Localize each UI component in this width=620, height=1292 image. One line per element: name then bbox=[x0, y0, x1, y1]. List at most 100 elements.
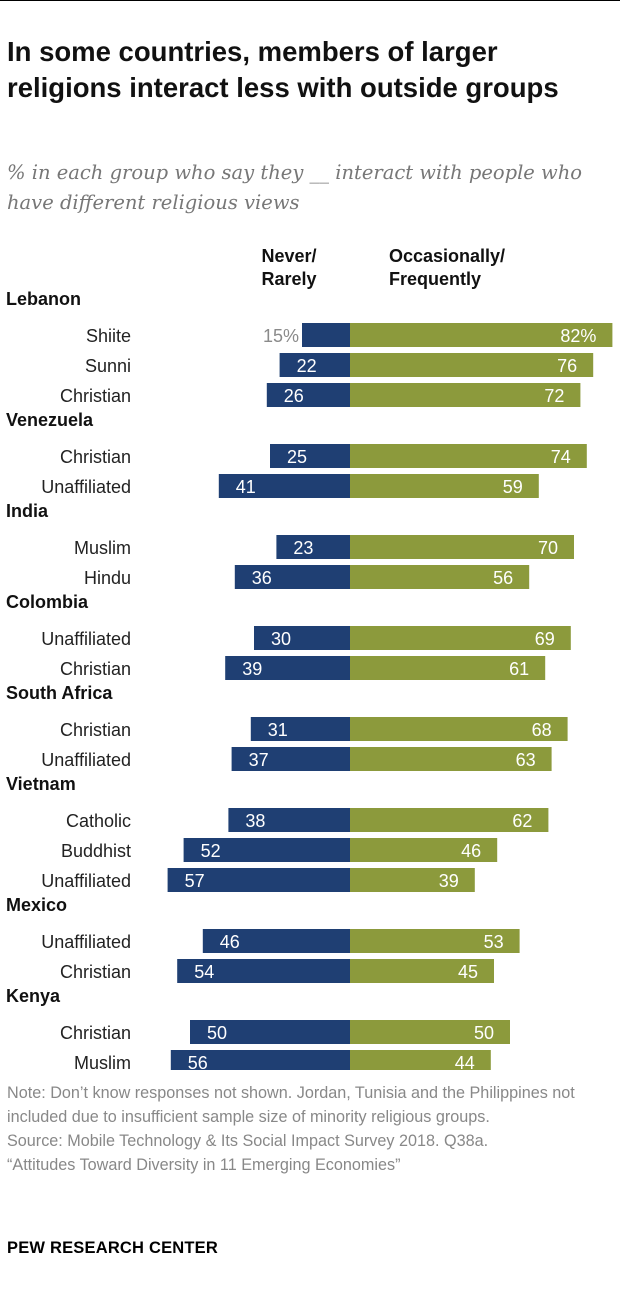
legend-occasionally-label: Occasionally/ bbox=[389, 246, 505, 266]
bar-occasionally bbox=[350, 929, 520, 953]
bar-never bbox=[302, 323, 350, 347]
legend-never-label: Rarely bbox=[261, 269, 316, 289]
bar-occasionally bbox=[350, 808, 549, 832]
report-title: “Attitudes Toward Diversity in 11 Emergi… bbox=[7, 1156, 401, 1174]
row-label: Muslim bbox=[74, 538, 131, 558]
bar-never bbox=[177, 959, 350, 983]
row-label: Buddhist bbox=[61, 841, 131, 861]
row-label: Catholic bbox=[66, 811, 131, 831]
bar-never bbox=[254, 626, 350, 650]
bar-occasionally bbox=[350, 1020, 510, 1044]
bar-never bbox=[167, 868, 350, 892]
source-text: Source: Mobile Technology & Its Social I… bbox=[7, 1132, 489, 1150]
bar-never bbox=[270, 444, 350, 468]
value-label-occasionally: 53 bbox=[484, 932, 504, 952]
bar-occasionally bbox=[350, 323, 613, 347]
row-label: Unaffiliated bbox=[41, 477, 131, 497]
value-label-never: 22 bbox=[297, 356, 317, 376]
country-label: Colombia bbox=[6, 592, 89, 612]
value-label-never: 23 bbox=[293, 538, 313, 558]
value-label-never: 37 bbox=[249, 750, 269, 770]
value-label-occasionally: 61 bbox=[509, 659, 529, 679]
country-label: Venezuela bbox=[6, 410, 94, 430]
row-label: Christian bbox=[60, 447, 131, 467]
value-label-occasionally: 68 bbox=[532, 720, 552, 740]
bar-never bbox=[228, 808, 350, 832]
country-label: South Africa bbox=[6, 683, 113, 703]
bar-never bbox=[183, 838, 350, 862]
bar-occasionally bbox=[350, 383, 581, 407]
row-label: Unaffiliated bbox=[41, 871, 131, 891]
value-label-never: 57 bbox=[185, 871, 205, 891]
bar-occasionally bbox=[350, 626, 571, 650]
diverging-bar-chart: Never/Rarely Occasionally/Frequently Leban… bbox=[6, 246, 613, 1070]
value-label-occasionally: 63 bbox=[516, 750, 536, 770]
bar-occasionally bbox=[350, 838, 498, 862]
value-label-never: 25 bbox=[287, 447, 307, 467]
row-label: Unaffiliated bbox=[41, 932, 131, 952]
legend-occasionally-label: Frequently bbox=[389, 269, 481, 289]
value-label-occasionally: 82% bbox=[560, 326, 596, 346]
value-label-never: 54 bbox=[194, 962, 214, 982]
bar-occasionally bbox=[350, 535, 574, 559]
bar-never bbox=[190, 1020, 350, 1044]
value-label-never: 38 bbox=[245, 811, 265, 831]
value-label-occasionally: 50 bbox=[474, 1023, 494, 1043]
bar-never bbox=[170, 1050, 350, 1070]
row-label: Hindu bbox=[84, 568, 131, 588]
bar-occasionally bbox=[350, 747, 552, 771]
bar-occasionally bbox=[350, 474, 539, 498]
value-label-never: 46 bbox=[220, 932, 240, 952]
note-text: Note: Don’t know responses not shown. Jo… bbox=[7, 1084, 575, 1126]
value-label-never: 15% bbox=[263, 326, 299, 346]
chart-subtitle: % in each group who say they __ interact… bbox=[7, 161, 583, 214]
value-label-occasionally: 46 bbox=[461, 841, 481, 861]
bar-never bbox=[279, 353, 350, 377]
value-label-occasionally: 70 bbox=[538, 538, 558, 558]
value-label-occasionally: 74 bbox=[551, 447, 571, 467]
value-label-never: 56 bbox=[188, 1053, 208, 1070]
value-label-never: 41 bbox=[236, 477, 256, 497]
row-label: Shiite bbox=[86, 326, 131, 346]
bar-occasionally bbox=[350, 444, 587, 468]
country-label: India bbox=[6, 501, 49, 521]
bar-never bbox=[225, 656, 350, 680]
row-label: Muslim bbox=[74, 1053, 131, 1070]
country-label: Lebanon bbox=[6, 289, 81, 309]
bar-occasionally bbox=[350, 717, 568, 741]
legend-never-label: Never/ bbox=[261, 246, 316, 266]
chart-title: In some countries, members of larger rel… bbox=[7, 36, 559, 103]
value-label-never: 30 bbox=[271, 629, 291, 649]
bar-never bbox=[234, 565, 350, 589]
bar-occasionally bbox=[350, 959, 494, 983]
bar-never bbox=[266, 383, 350, 407]
brand-logo-text: PEW RESEARCH CENTER bbox=[7, 1239, 218, 1257]
bar-never bbox=[276, 535, 350, 559]
value-label-occasionally: 69 bbox=[535, 629, 555, 649]
row-label: Unaffiliated bbox=[41, 629, 131, 649]
row-label: Christian bbox=[60, 962, 131, 982]
row-label: Sunni bbox=[85, 356, 131, 376]
bar-never bbox=[231, 747, 350, 771]
value-label-occasionally: 72 bbox=[544, 386, 564, 406]
value-label-occasionally: 44 bbox=[455, 1053, 475, 1070]
top-rule bbox=[0, 0, 620, 1]
bar-occasionally bbox=[350, 868, 475, 892]
value-label-occasionally: 56 bbox=[493, 568, 513, 588]
bar-occasionally bbox=[350, 656, 546, 680]
value-label-never: 26 bbox=[284, 386, 304, 406]
row-label: Christian bbox=[60, 659, 131, 679]
bar-never bbox=[202, 929, 350, 953]
value-label-never: 36 bbox=[252, 568, 272, 588]
row-label: Christian bbox=[60, 1023, 131, 1043]
country-label: Vietnam bbox=[6, 774, 76, 794]
bar-occasionally bbox=[350, 1050, 491, 1070]
country-label: Mexico bbox=[6, 895, 67, 915]
value-label-occasionally: 39 bbox=[439, 871, 459, 891]
bar-never bbox=[250, 717, 350, 741]
value-label-never: 31 bbox=[268, 720, 288, 740]
bar-occasionally bbox=[350, 353, 594, 377]
row-label: Christian bbox=[60, 386, 131, 406]
value-label-never: 39 bbox=[242, 659, 262, 679]
row-label: Unaffiliated bbox=[41, 750, 131, 770]
